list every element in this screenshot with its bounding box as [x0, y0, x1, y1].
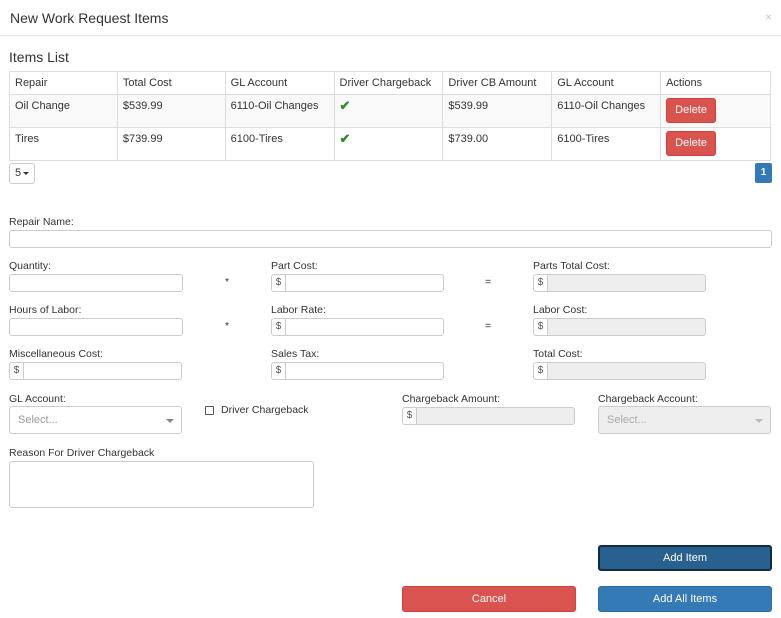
parts-total-cost-input	[547, 274, 706, 292]
quantity-label: Quantity:	[9, 260, 52, 272]
close-icon[interactable]: ×	[764, 10, 772, 24]
add-all-items-button[interactable]: Add All Items	[598, 586, 772, 612]
chevron-down-icon	[166, 419, 174, 423]
cell-gl-account: 6110-Oil Changes	[224, 94, 335, 128]
cell-repair: Oil Change	[9, 94, 118, 128]
currency-addon: $	[533, 318, 547, 336]
table-row: Oil Change $539.99 6110-Oil Changes ✔ $5…	[9, 94, 771, 128]
cell-driver-chargeback: ✔	[333, 94, 444, 128]
cell-gl-account-2: 6110-Oil Changes	[551, 94, 662, 128]
repair-name-input[interactable]	[9, 230, 772, 248]
hours-of-labor-label: Hours of Labor:	[9, 304, 82, 316]
currency-addon: $	[533, 362, 547, 380]
cell-gl-account: 6100-Tires	[224, 127, 335, 161]
sales-tax-input[interactable]	[285, 362, 444, 380]
table-header-row: Repair Total Cost GL Account Driver Char…	[9, 71, 771, 95]
multiply-sign: *	[225, 320, 230, 332]
chargeback-amount-label: Chargeback Amount:	[402, 393, 501, 405]
equals-sign: =	[485, 320, 492, 332]
currency-addon: $	[271, 274, 285, 292]
chargeback-amount-input	[416, 407, 575, 425]
labor-rate-label: Labor Rate:	[271, 304, 326, 316]
cell-actions: Delete	[660, 94, 771, 128]
chargeback-account-select: Select...	[598, 406, 771, 434]
cancel-button[interactable]: Cancel	[402, 586, 576, 612]
column-header-driver-cb-amount: Driver CB Amount	[442, 71, 553, 95]
items-list-title: Items List	[9, 49, 69, 65]
column-header-repair: Repair	[9, 71, 118, 95]
table-row: Tires $739.99 6100-Tires ✔ $739.00 6100-…	[9, 127, 771, 161]
gl-account-placeholder: Select...	[18, 414, 58, 426]
currency-addon: $	[533, 274, 547, 292]
sales-tax-label: Sales Tax:	[271, 348, 320, 360]
modal-header: New Work Request Items ×	[0, 0, 781, 36]
checkmark-icon: ✔	[339, 131, 351, 146]
delete-button[interactable]: Delete	[666, 98, 717, 123]
caret-down-icon	[23, 171, 30, 175]
currency-addon: $	[271, 362, 285, 380]
total-cost-label: Total Cost:	[533, 348, 583, 360]
column-header-actions: Actions	[660, 71, 771, 95]
cell-driver-cb-amount: $539.99	[442, 94, 553, 128]
labor-cost-input-group: $	[533, 318, 706, 336]
currency-addon: $	[402, 407, 416, 425]
equals-sign: =	[485, 276, 492, 288]
column-header-driver-chargeback: Driver Chargeback	[333, 71, 444, 95]
misc-cost-input[interactable]	[23, 362, 182, 380]
checkmark-icon: ✔	[339, 98, 351, 113]
chevron-down-icon	[755, 419, 763, 423]
gl-account-label: GL Account:	[9, 393, 66, 405]
delete-button[interactable]: Delete	[666, 131, 717, 156]
driver-chargeback-option[interactable]: Driver Chargeback	[205, 404, 309, 416]
page-size-dropdown[interactable]: 5	[9, 163, 35, 184]
labor-cost-input	[547, 318, 706, 336]
reason-textarea[interactable]	[9, 461, 314, 508]
page-size-value: 5	[15, 167, 22, 179]
currency-addon: $	[271, 318, 285, 336]
sales-tax-input-group: $	[271, 362, 444, 380]
cell-gl-account-2: 6100-Tires	[551, 127, 662, 161]
multiply-sign: *	[225, 276, 230, 288]
misc-cost-input-group: $	[9, 362, 182, 380]
hours-of-labor-input[interactable]	[9, 318, 183, 336]
reason-label: Reason For Driver Chargeback	[9, 447, 155, 459]
cell-total-cost: $739.99	[116, 127, 226, 161]
chargeback-account-placeholder: Select...	[607, 414, 647, 426]
part-cost-input[interactable]	[285, 274, 444, 292]
labor-cost-label: Labor Cost:	[533, 304, 588, 316]
gl-account-select[interactable]: Select...	[9, 406, 182, 434]
cell-driver-chargeback: ✔	[333, 127, 444, 161]
quantity-input[interactable]	[9, 274, 183, 292]
chargeback-amount-input-group: $	[402, 407, 575, 425]
parts-total-cost-label: Parts Total Cost:	[533, 260, 610, 272]
cell-repair: Tires	[9, 127, 118, 161]
column-header-gl-account: GL Account	[224, 71, 335, 95]
total-cost-input	[547, 362, 706, 380]
driver-chargeback-checkbox[interactable]	[205, 405, 214, 415]
labor-rate-input[interactable]	[285, 318, 444, 336]
column-header-total-cost: Total Cost	[116, 71, 226, 95]
cell-total-cost: $539.99	[116, 94, 226, 128]
parts-total-cost-input-group: $	[533, 274, 706, 292]
cell-driver-cb-amount: $739.00	[442, 127, 553, 161]
pagination-page-1[interactable]: 1	[755, 163, 772, 183]
part-cost-label: Part Cost:	[271, 260, 318, 272]
cell-actions: Delete	[660, 127, 771, 161]
chargeback-account-label: Chargeback Account:	[598, 393, 698, 405]
misc-cost-label: Miscellaneous Cost:	[9, 348, 103, 360]
total-cost-input-group: $	[533, 362, 706, 380]
add-item-button[interactable]: Add Item	[598, 545, 772, 571]
part-cost-input-group: $	[271, 274, 444, 292]
column-header-gl-account-2: GL Account	[551, 71, 662, 95]
repair-name-label: Repair Name:	[9, 216, 74, 228]
currency-addon: $	[9, 362, 23, 380]
modal-title: New Work Request Items	[10, 10, 169, 26]
labor-rate-input-group: $	[271, 318, 444, 336]
driver-chargeback-label: Driver Chargeback	[221, 404, 309, 416]
items-table: Repair Total Cost GL Account Driver Char…	[9, 71, 771, 161]
